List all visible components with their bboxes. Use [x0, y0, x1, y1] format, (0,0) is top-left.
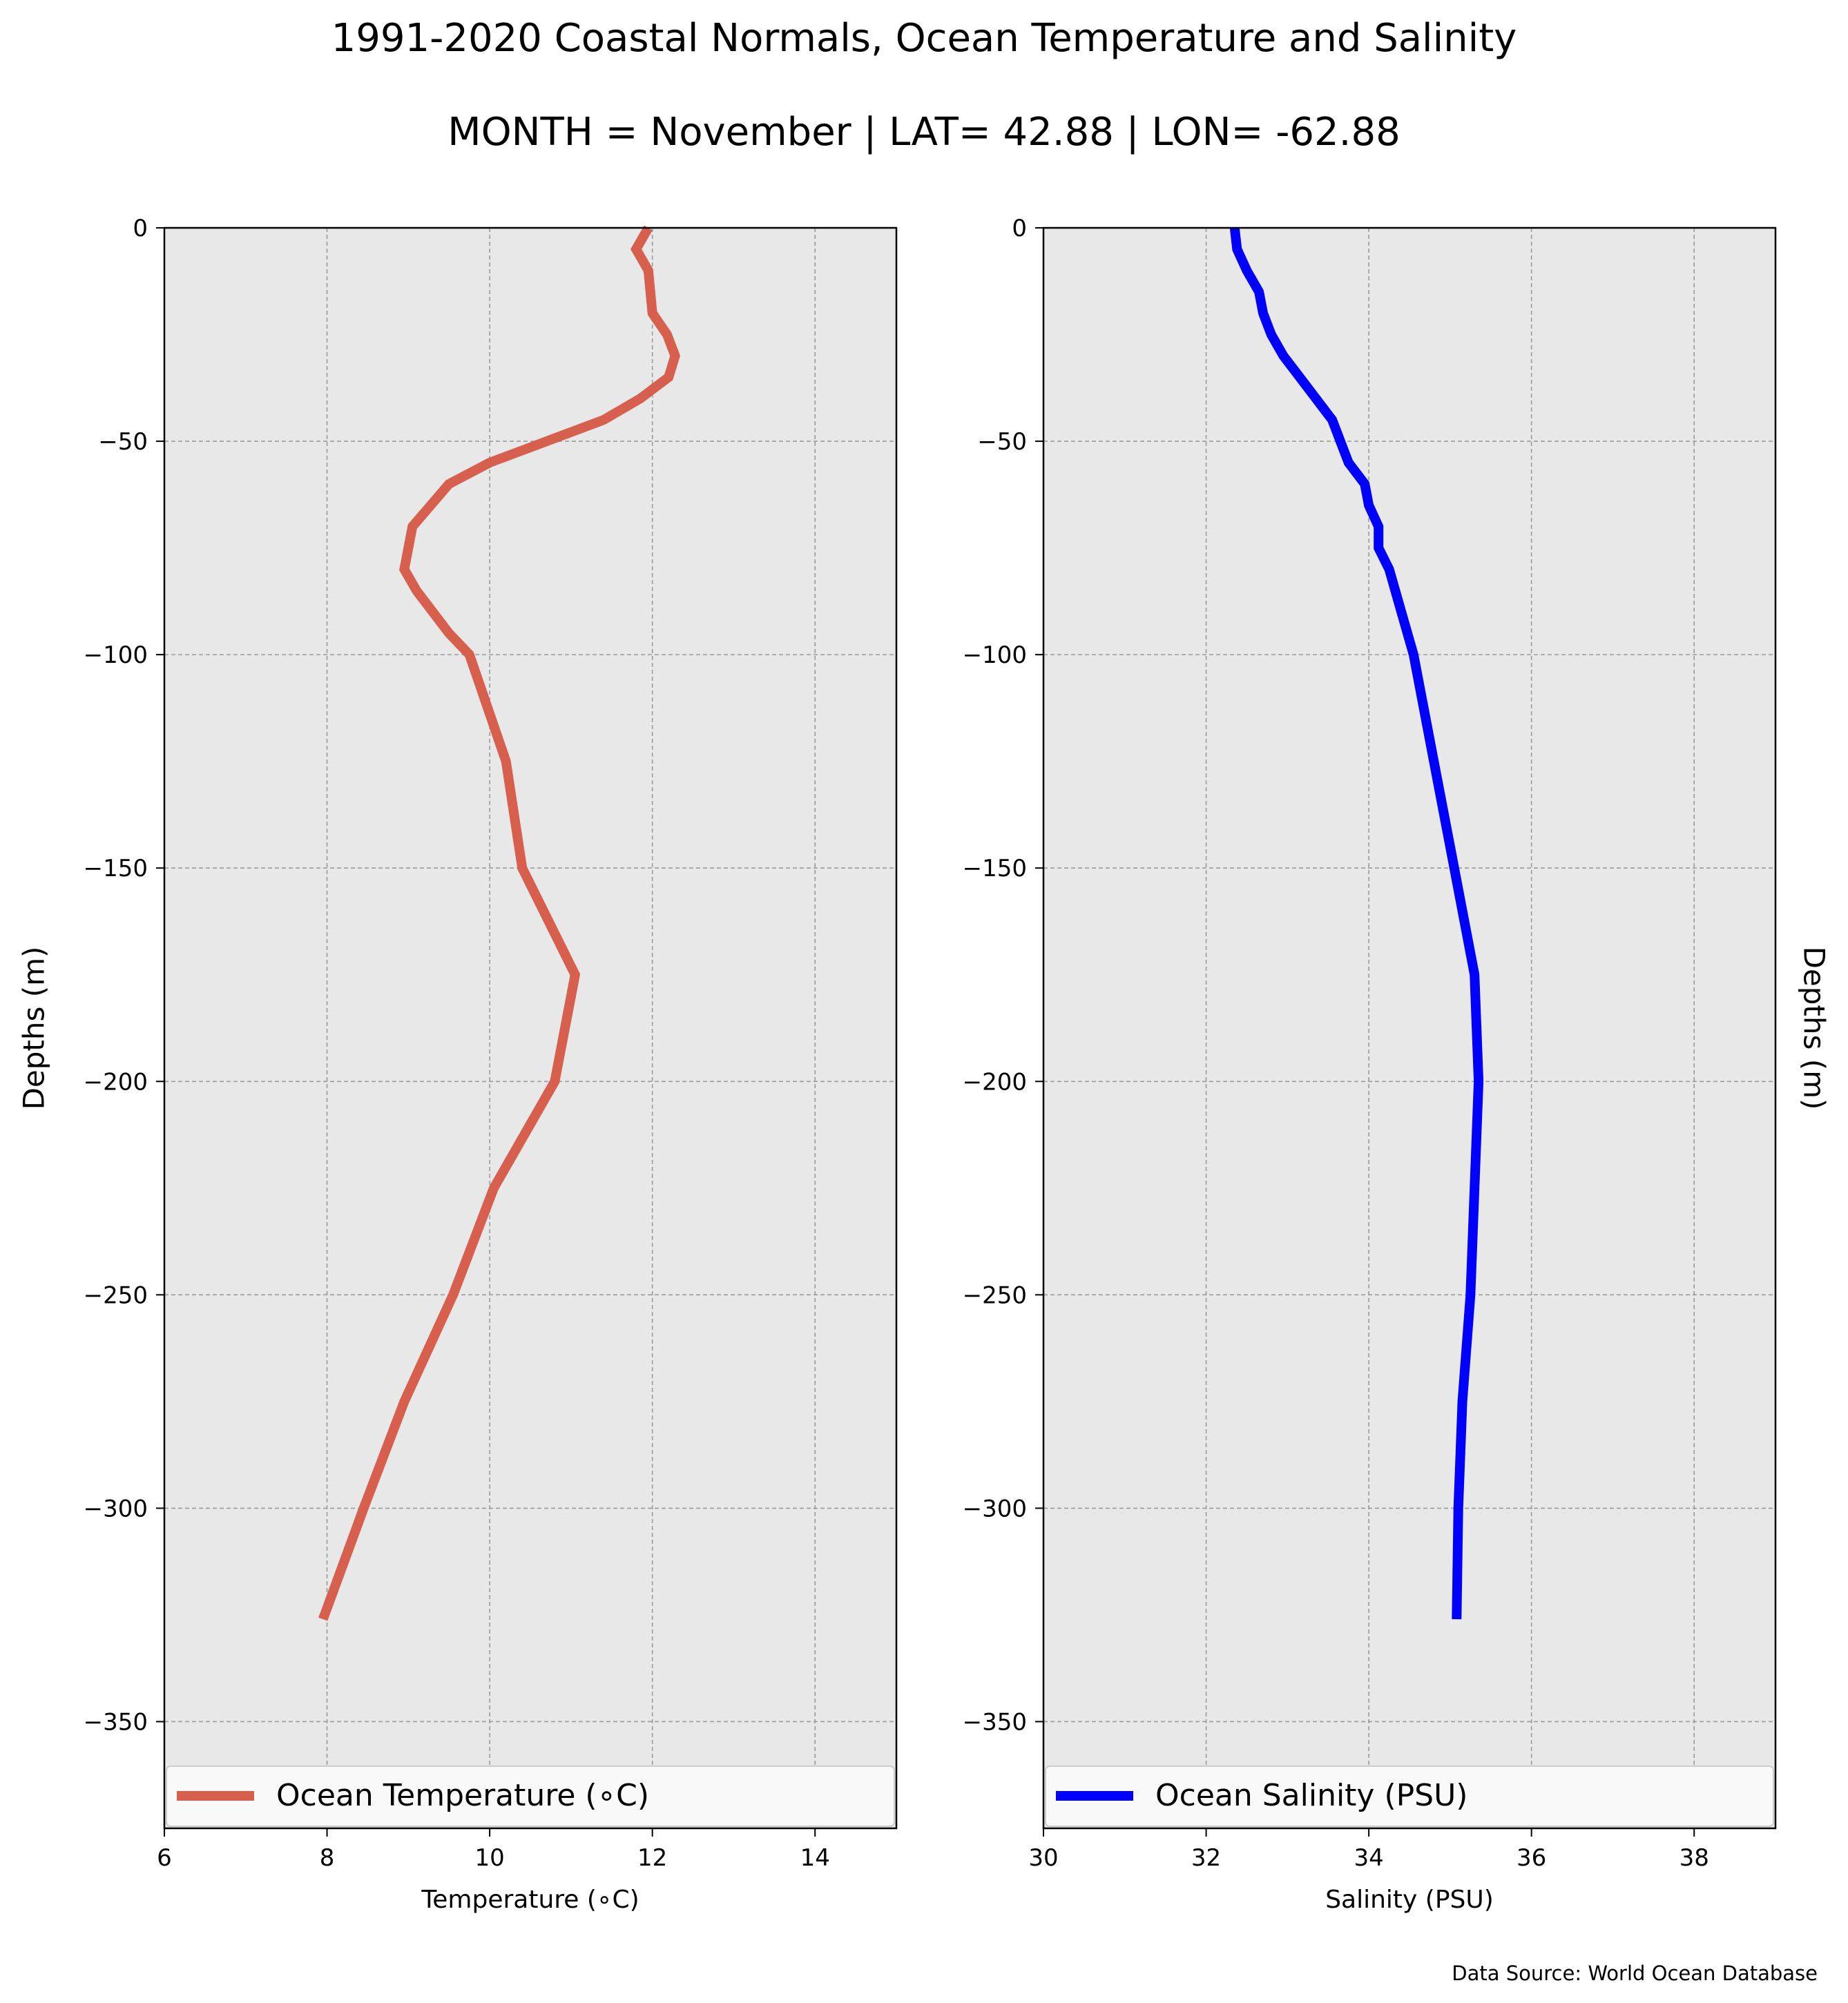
data-source-note: Data Source: World Ocean Database	[1452, 1962, 1818, 1985]
temperature-y-axis-label: Depths (m)	[17, 947, 51, 1110]
temperature-x-tick-label: 6	[157, 1844, 172, 1872]
salinity-legend: Ocean Salinity (PSU)	[1045, 1765, 1774, 1827]
figure-subtitle: MONTH = November | LAT= 42.88 | LON= -62…	[447, 110, 1401, 155]
temperature-legend-box	[166, 1765, 895, 1827]
salinity-x-tick-label: 32	[1191, 1844, 1221, 1872]
temperature-x-tick-label: 14	[800, 1844, 830, 1872]
salinity-x-axis-label: Salinity (PSU)	[1325, 1886, 1494, 1914]
salinity-y-tick-label: −100	[963, 641, 1027, 669]
salinity-axes-frame	[1042, 226, 1777, 1830]
salinity-y-tick-label: −300	[963, 1495, 1027, 1522]
figure-title: 1991-2020 Coastal Normals, Ocean Tempera…	[331, 16, 1517, 61]
temperature-legend-label: Ocean Temperature (∘C)	[276, 1778, 649, 1813]
temperature-series-line	[318, 225, 680, 1621]
salinity-x-tick-label: 34	[1354, 1844, 1383, 1872]
salinity-y-axis-label: Depths (m)	[1798, 947, 1831, 1110]
salinity-y-tick-label: −50	[977, 428, 1027, 456]
temperature-legend: Ocean Temperature (∘C)	[166, 1765, 895, 1827]
salinity-series-line	[1229, 227, 1484, 1620]
salinity-y-tick-label: −350	[963, 1708, 1027, 1736]
salinity-y-tick-label: 0	[1012, 215, 1027, 242]
temperature-y-tick-label: −300	[84, 1495, 148, 1522]
temperature-x-tick-label: 12	[637, 1844, 667, 1872]
salinity-y-tick-label: −200	[963, 1068, 1027, 1096]
temperature-y-tick-label: −350	[84, 1708, 148, 1736]
salinity-plot-background	[1043, 228, 1775, 1828]
salinity-y-tick-label: −250	[963, 1281, 1027, 1309]
salinity-y-tick-label: −150	[963, 855, 1027, 882]
temperature-panel: 6 8 10 12 14 0 −50 −100 −150 −200 −250 −300 −350 Temp…	[17, 215, 898, 1914]
temperature-axes-frame	[163, 226, 898, 1830]
salinity-legend-label: Ocean Salinity (PSU)	[1155, 1778, 1467, 1813]
temperature-y-tick-label: −150	[84, 855, 148, 882]
salinity-legend-box	[1045, 1765, 1774, 1827]
temperature-x-axis-label: Temperature (∘C)	[421, 1886, 639, 1914]
temperature-y-tick-label: −200	[84, 1068, 148, 1096]
temperature-y-tick-label: −100	[84, 641, 148, 669]
salinity-x-tick-label: 30	[1028, 1844, 1058, 1872]
salinity-panel: 30 32 34 36 38 0 −50 −100 −150 −200 −250 −300 −350 Sa…	[963, 215, 1831, 1914]
temperature-x-tick-label: 10	[474, 1844, 504, 1872]
temperature-plot-background	[164, 228, 896, 1828]
temperature-y-tick-label: 0	[133, 215, 148, 242]
salinity-x-tick-label: 36	[1517, 1844, 1546, 1872]
temperature-x-tick-label: 8	[320, 1844, 335, 1872]
temperature-y-tick-label: −50	[98, 428, 148, 456]
temperature-y-tick-label: −250	[84, 1281, 148, 1309]
salinity-x-tick-label: 38	[1679, 1844, 1709, 1872]
